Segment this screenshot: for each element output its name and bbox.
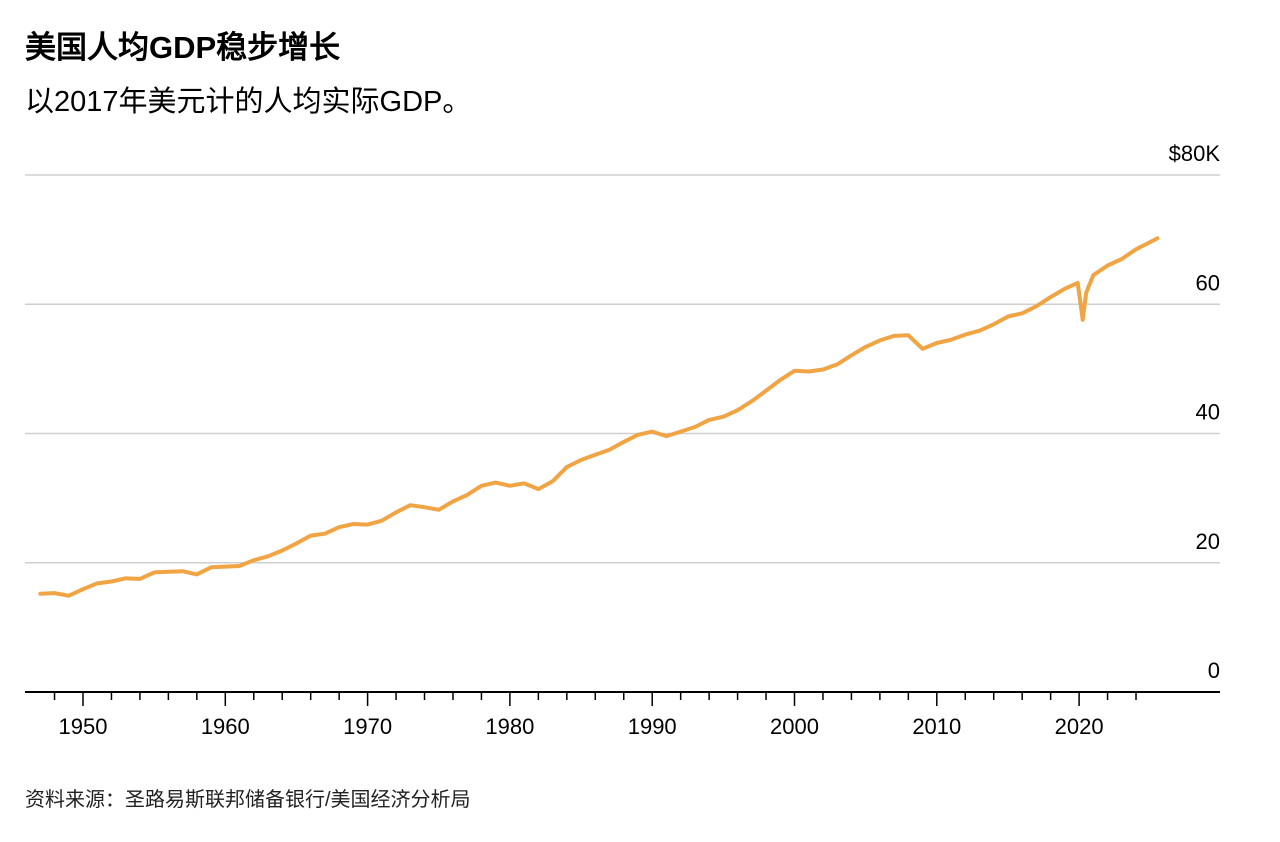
x-tick-label: 1980 (485, 714, 534, 739)
x-tick-label: 1950 (59, 714, 108, 739)
chart-title: 美国人均GDP稳步增长 (25, 30, 341, 65)
y-tick-label: 40 (1196, 400, 1220, 425)
y-tick-label: 0 (1208, 658, 1220, 683)
x-tick-label: 2010 (912, 714, 961, 739)
source-note: 资料来源：圣路易斯联邦储备银行/美国经济分析局 (25, 789, 471, 811)
x-tick-label: 1960 (201, 714, 250, 739)
y-tick-label: 60 (1196, 270, 1220, 295)
x-tick-label: 2000 (770, 714, 819, 739)
x-tick-label: 1990 (628, 714, 677, 739)
x-tick-label: 1970 (343, 714, 392, 739)
x-tick-label: 2020 (1055, 714, 1104, 739)
gdp-per-capita-line (38, 236, 1160, 598)
y-tick-label: $80K (1169, 141, 1221, 166)
chart-subtitle: 以2017年美元计的人均实际GDP。 (25, 86, 472, 118)
y-tick-label: 20 (1196, 529, 1220, 554)
